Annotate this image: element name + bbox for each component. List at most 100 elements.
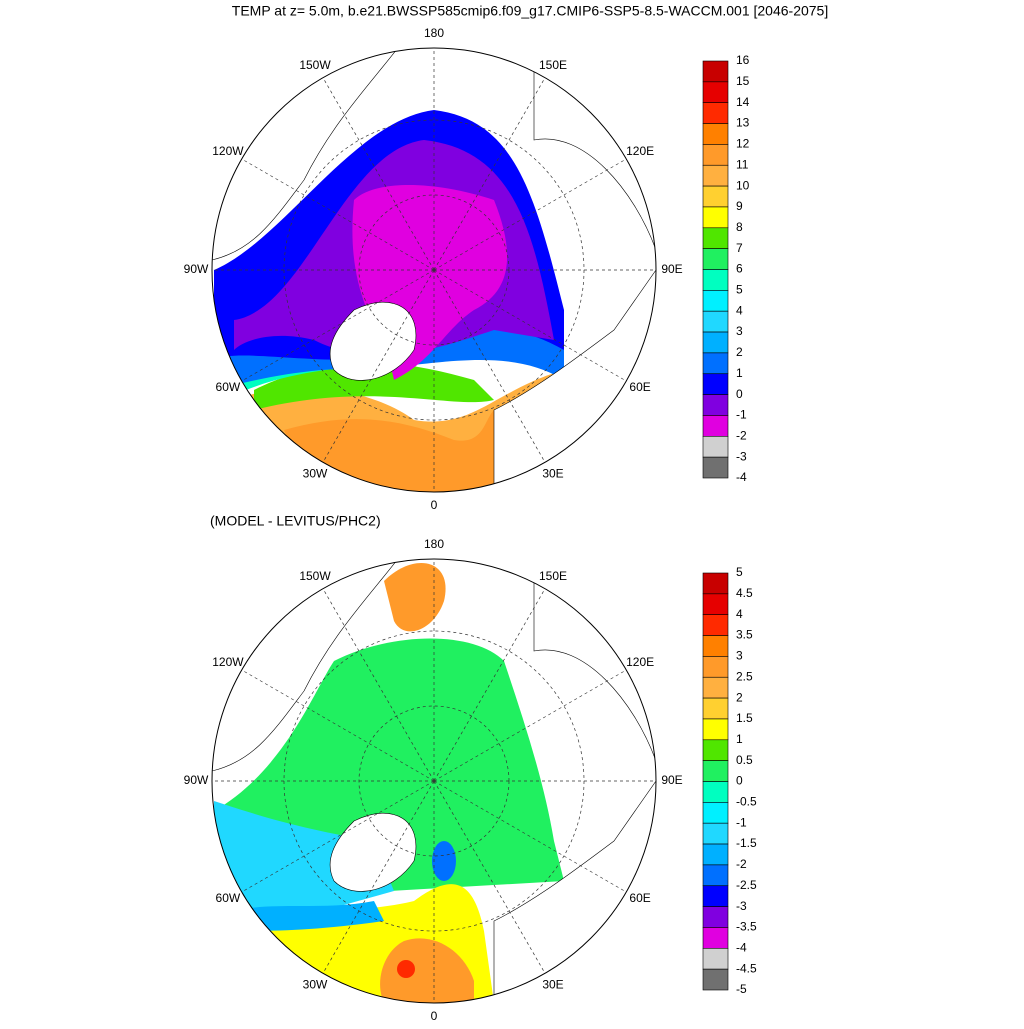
colorbar-label: 12 bbox=[736, 137, 750, 151]
meridian bbox=[322, 269, 435, 463]
map-border bbox=[211, 47, 657, 493]
meridian bbox=[241, 269, 435, 382]
colorbar-label: 6 bbox=[736, 262, 743, 276]
longitude-label: 60E bbox=[629, 891, 650, 905]
colorbar-label: 9 bbox=[736, 199, 743, 213]
colorbar-label: 0 bbox=[736, 774, 743, 788]
longitude-label: 0 bbox=[431, 498, 438, 512]
colorbar-box bbox=[702, 614, 729, 636]
colorbar-box bbox=[702, 885, 729, 907]
colorbar-box bbox=[702, 269, 729, 291]
colorbar-label: -1.5 bbox=[736, 836, 757, 850]
longitude-label: 150W bbox=[299, 569, 331, 583]
colorbar-box bbox=[702, 739, 729, 761]
meridian bbox=[241, 158, 435, 271]
colorbar-box bbox=[702, 656, 729, 678]
colorbar-label: 14 bbox=[736, 95, 750, 109]
colorbar-box bbox=[702, 206, 729, 229]
longitude-label: 30W bbox=[303, 978, 328, 992]
colorbar-box bbox=[702, 248, 729, 270]
longitude-label: 0 bbox=[431, 1009, 438, 1023]
colorbar-box bbox=[702, 781, 729, 803]
colorbar-label: -1 bbox=[736, 408, 747, 422]
colorbar-box bbox=[702, 802, 729, 824]
longitude-label: 120W bbox=[212, 655, 244, 669]
colorbar-box bbox=[702, 144, 729, 166]
colorbar-box bbox=[702, 822, 729, 845]
longitude-label: 180 bbox=[424, 537, 444, 551]
colorbar-box bbox=[702, 415, 729, 437]
longitude-label: 60E bbox=[629, 380, 650, 394]
colorbar-label: 0 bbox=[736, 387, 743, 401]
colorbar-box bbox=[702, 81, 729, 103]
longitude-label: 150E bbox=[539, 58, 567, 72]
colorbar-label: -4 bbox=[736, 940, 747, 954]
colorbar-label: 4 bbox=[736, 303, 743, 317]
longitude-label: 30E bbox=[542, 467, 563, 481]
colorbar-label: 16 bbox=[736, 53, 750, 67]
longitude-label: 90W bbox=[184, 773, 209, 787]
longitude-label: 90W bbox=[184, 262, 209, 276]
colorbar-box bbox=[702, 290, 729, 312]
longitude-label: 120W bbox=[212, 144, 244, 158]
colorbar-box bbox=[702, 394, 729, 416]
field bbox=[212, 48, 656, 492]
colorbar-label: -2 bbox=[736, 428, 747, 442]
colorbar-box bbox=[702, 123, 729, 145]
meridian bbox=[433, 77, 546, 271]
colorbar-label: 3.5 bbox=[736, 628, 753, 642]
colorbar-label: -3.5 bbox=[736, 920, 757, 934]
colorbar-box bbox=[702, 331, 729, 354]
colorbar-box bbox=[702, 227, 729, 249]
meridian bbox=[322, 77, 435, 271]
colorbar-label: 11 bbox=[736, 157, 749, 171]
colorbar-label: -3 bbox=[736, 449, 747, 463]
colorbar-box bbox=[702, 593, 729, 615]
colorbar-box bbox=[702, 968, 729, 991]
colorbar-label: 2 bbox=[736, 345, 743, 359]
colorbar-label: -2.5 bbox=[736, 878, 757, 892]
colorbar-label: -1 bbox=[736, 815, 747, 829]
longitude-label: 60W bbox=[216, 891, 241, 905]
colorbar-box bbox=[702, 864, 729, 887]
colorbar-label: 3 bbox=[736, 649, 743, 663]
colorbar-box bbox=[702, 185, 729, 208]
colorbar-box bbox=[702, 843, 729, 866]
colorbar-box bbox=[702, 456, 729, 479]
colorbar-label: 1 bbox=[736, 732, 743, 746]
colorbar-box bbox=[702, 947, 729, 970]
colorbar-label: -2 bbox=[736, 857, 747, 871]
colorbar-label: 3 bbox=[736, 324, 743, 338]
longitude-label: 90E bbox=[661, 262, 682, 276]
longitude-label: 60W bbox=[216, 380, 241, 394]
longitude-label: 180 bbox=[424, 26, 444, 40]
colorbar-label: 13 bbox=[736, 116, 750, 130]
colorbar-box bbox=[702, 718, 729, 741]
longitude-label: 150E bbox=[539, 569, 567, 583]
colorbar-box bbox=[702, 310, 729, 333]
colorbar-box bbox=[702, 906, 729, 928]
colorbar-label: -5 bbox=[736, 982, 747, 996]
colorbar-box bbox=[702, 435, 729, 458]
longitude-label: 90E bbox=[661, 773, 682, 787]
colorbar-label: 5 bbox=[736, 565, 743, 579]
colorbar-box bbox=[702, 572, 729, 595]
map-subtitle: (MODEL - LEVITUS/PHC2) bbox=[210, 513, 381, 529]
colorbar-label: 2.5 bbox=[736, 669, 753, 683]
colorbar-box bbox=[702, 164, 729, 187]
longitude-label: 30E bbox=[542, 978, 563, 992]
colorbar-box bbox=[702, 676, 729, 699]
longitude-label: 120E bbox=[626, 144, 654, 158]
colorbar-label: -3 bbox=[736, 899, 747, 913]
colorbar-box bbox=[702, 373, 729, 395]
colorbar-box bbox=[702, 760, 729, 782]
colorbar-label: 0.5 bbox=[736, 753, 753, 767]
colorbar-label: 1 bbox=[736, 366, 743, 380]
meridian bbox=[241, 669, 435, 782]
colorbar-box bbox=[702, 60, 729, 83]
longitude-label: 150W bbox=[299, 58, 331, 72]
map-border bbox=[211, 558, 657, 1004]
colorbar-label: 4.5 bbox=[736, 586, 753, 600]
colorbar-label: -0.5 bbox=[736, 795, 757, 809]
